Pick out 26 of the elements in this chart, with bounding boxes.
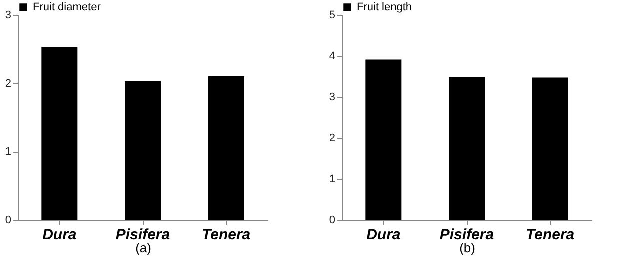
y-tick-label: 3 xyxy=(329,92,336,104)
bar xyxy=(208,76,244,220)
x-tick-label: Dura xyxy=(42,226,77,244)
x-axis-title: (b) xyxy=(460,240,476,256)
y-tick-label: 5 xyxy=(329,10,336,22)
y-tick-label: 2 xyxy=(329,132,336,144)
x-tick-label: Pisifera xyxy=(116,226,170,244)
y-tick-label: 0 xyxy=(5,214,12,226)
legend-label: Fruit length xyxy=(357,2,412,14)
y-tick-label: 2 xyxy=(5,78,12,90)
x-tick-label: Tenera xyxy=(526,226,575,244)
y-tick-label: 4 xyxy=(329,50,336,62)
bar xyxy=(366,60,402,220)
y-tick-label: 1 xyxy=(5,146,12,158)
x-tick-label: Dura xyxy=(366,226,401,244)
bar xyxy=(449,77,485,220)
bar xyxy=(42,47,78,220)
x-axis-title: (a) xyxy=(136,240,152,256)
legend-label: Fruit diameter xyxy=(33,2,102,14)
x-tick-label: Pisifera xyxy=(440,226,494,244)
y-tick-label: 1 xyxy=(329,174,336,186)
bar xyxy=(532,78,568,220)
y-tick-label: 0 xyxy=(329,214,336,226)
bar xyxy=(125,81,161,220)
x-tick-label: Tenera xyxy=(202,226,251,244)
y-tick-label: 3 xyxy=(5,10,12,22)
